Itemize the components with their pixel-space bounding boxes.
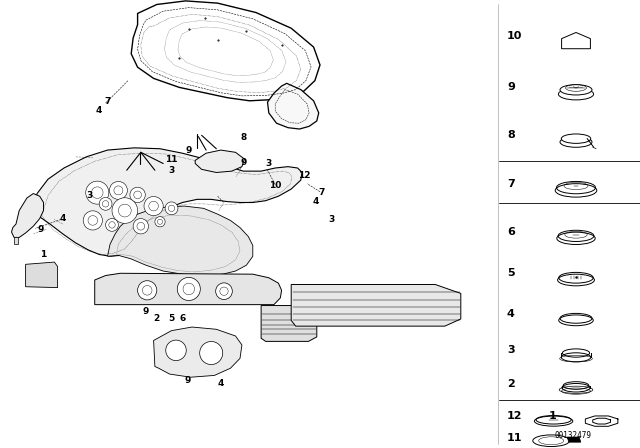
Text: 4: 4	[507, 309, 515, 319]
Text: 1: 1	[40, 250, 46, 259]
Circle shape	[137, 222, 145, 230]
Polygon shape	[268, 83, 319, 129]
Text: 5: 5	[507, 268, 515, 278]
Circle shape	[166, 340, 186, 361]
Polygon shape	[12, 194, 44, 237]
Ellipse shape	[561, 353, 591, 362]
Polygon shape	[195, 150, 244, 172]
Circle shape	[118, 204, 131, 217]
Ellipse shape	[557, 274, 595, 286]
Text: 9: 9	[143, 307, 149, 316]
Text: 8: 8	[240, 133, 246, 142]
Text: 12: 12	[298, 171, 310, 180]
Circle shape	[165, 202, 178, 215]
Text: 4: 4	[96, 106, 102, 115]
Text: 9: 9	[507, 82, 515, 92]
Polygon shape	[562, 33, 590, 49]
Circle shape	[183, 283, 195, 295]
Text: 3: 3	[266, 159, 272, 168]
Text: 4: 4	[218, 379, 224, 388]
Polygon shape	[567, 437, 581, 442]
Polygon shape	[291, 284, 461, 326]
Ellipse shape	[557, 232, 595, 245]
Circle shape	[112, 198, 138, 224]
Circle shape	[144, 197, 163, 215]
Text: 2: 2	[154, 314, 160, 323]
Circle shape	[216, 283, 232, 300]
Circle shape	[92, 187, 103, 198]
Polygon shape	[131, 1, 320, 101]
Circle shape	[148, 201, 159, 211]
Ellipse shape	[561, 134, 591, 143]
Circle shape	[130, 187, 145, 202]
Circle shape	[133, 219, 148, 234]
Circle shape	[86, 181, 109, 204]
Ellipse shape	[558, 88, 594, 100]
Circle shape	[83, 211, 102, 230]
Circle shape	[155, 217, 165, 227]
Text: 5: 5	[168, 314, 175, 323]
Text: 9: 9	[184, 376, 191, 385]
Circle shape	[143, 285, 152, 295]
Text: 9: 9	[186, 146, 192, 155]
Circle shape	[138, 281, 157, 300]
Text: 4: 4	[312, 197, 319, 206]
Text: 10: 10	[507, 31, 522, 41]
Circle shape	[220, 287, 228, 295]
Text: 6: 6	[179, 314, 186, 323]
Ellipse shape	[534, 416, 573, 426]
Ellipse shape	[556, 184, 596, 197]
Text: 4: 4	[60, 214, 66, 223]
Circle shape	[102, 201, 109, 207]
Ellipse shape	[560, 137, 592, 147]
Text: 3: 3	[328, 215, 335, 224]
Polygon shape	[14, 237, 18, 244]
Circle shape	[157, 219, 163, 224]
Circle shape	[200, 341, 223, 365]
Polygon shape	[95, 273, 282, 305]
Text: 7: 7	[318, 188, 324, 197]
Text: 6: 6	[507, 227, 515, 237]
Text: 00132479: 00132479	[554, 431, 591, 440]
Ellipse shape	[562, 383, 590, 392]
Text: 11: 11	[165, 155, 178, 164]
Text: 1: 1	[549, 411, 557, 421]
Text: 12: 12	[507, 411, 522, 421]
Polygon shape	[26, 262, 58, 288]
Circle shape	[109, 222, 115, 228]
Polygon shape	[154, 327, 242, 377]
Circle shape	[168, 205, 175, 211]
Circle shape	[114, 186, 123, 195]
Circle shape	[99, 198, 112, 210]
Text: 9: 9	[240, 158, 246, 167]
Text: 9: 9	[37, 225, 44, 234]
Text: 3: 3	[86, 191, 93, 200]
Text: 10: 10	[269, 181, 282, 190]
Circle shape	[109, 181, 127, 199]
Circle shape	[106, 219, 118, 231]
Polygon shape	[32, 148, 302, 256]
Text: 7: 7	[507, 179, 515, 189]
Ellipse shape	[560, 85, 592, 95]
Ellipse shape	[559, 315, 593, 326]
Circle shape	[134, 191, 141, 199]
Polygon shape	[261, 306, 317, 341]
Circle shape	[177, 277, 200, 301]
Ellipse shape	[532, 435, 570, 447]
Text: 3: 3	[507, 345, 515, 355]
Circle shape	[88, 215, 98, 225]
Text: 8: 8	[507, 130, 515, 140]
Text: 2: 2	[507, 379, 515, 389]
Polygon shape	[108, 206, 253, 276]
Text: 3: 3	[168, 166, 175, 175]
Text: 7: 7	[104, 97, 111, 106]
Text: 11: 11	[507, 433, 522, 443]
